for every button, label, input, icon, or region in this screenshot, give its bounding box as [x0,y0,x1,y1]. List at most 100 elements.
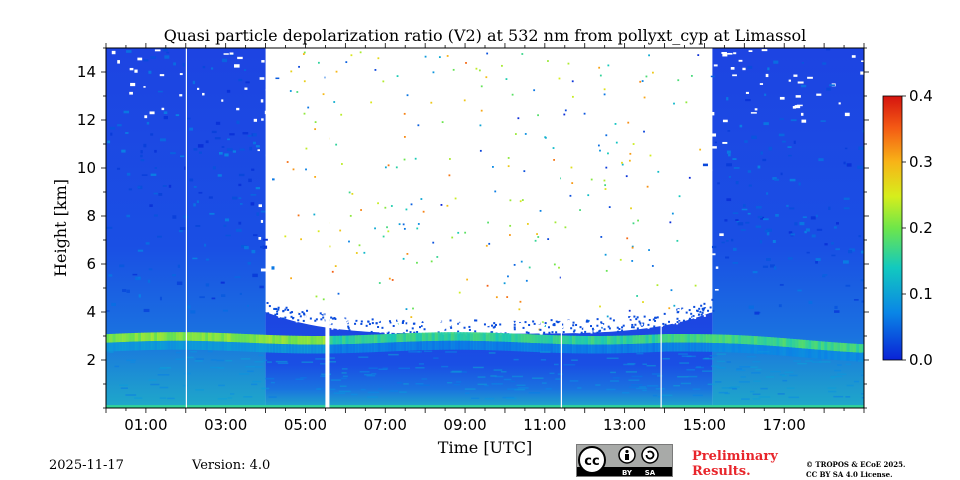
heatmap-speckle [290,70,293,73]
heatmap-layer-fringe-cell [437,340,443,350]
heatmap-edge-cell [459,324,462,327]
heatmap-layer-fringe-cell [562,344,567,354]
heatmap-speckle [417,124,420,127]
heatmap-speckle [603,88,606,91]
heatmap-noise-cell [799,221,805,226]
heatmap-edge-cell [596,324,599,327]
heatmap-layer-fringe-cell [721,343,727,353]
heatmap-layer-fringe-cell [262,343,267,353]
heatmap-edge-cell [555,327,558,330]
heatmap-speckle [492,166,494,168]
heatmap-layer-fringe-cell [284,344,289,354]
heatmap-layer-fringe-cell [571,344,577,354]
heatmap-edge-cell [585,320,588,323]
heatmap-layer-fringe-cell [316,344,321,354]
heatmap-layer-fringe-cell [463,340,468,350]
heatmap-noise-cell [834,310,840,313]
heatmap-edge-cell [622,324,625,327]
heatmap-lower-cell [175,358,185,360]
heatmap-noise-cell [726,97,729,101]
heatmap-noise-cell [236,120,240,124]
heatmap-layer-fringe-cell [674,342,679,352]
heatmap-noise-cell [747,212,751,215]
heatmap-edge-cell [299,315,302,318]
heatmap-speckle [488,242,491,245]
heatmap-layer-fringe-cell [466,340,471,350]
heatmap-noise-cell [259,77,265,80]
heatmap-noise-cell [762,158,767,162]
heatmap-aerosol-layer-cell [447,332,452,341]
heatmap-noise-cell [755,225,762,228]
heatmap-noise-cell [159,74,165,77]
heatmap-aerosol-layer-cell [728,334,733,344]
heatmap-noise-cell [199,296,205,299]
cc-icon [578,446,606,474]
heatmap-layer-fringe-cell [619,344,624,354]
heatmap-lower-cell [848,358,856,360]
heatmap-edge-cell [451,323,454,326]
heatmap-edge-cell [311,319,314,322]
heatmap-lower-cell [225,360,233,362]
heatmap-speckle [626,237,629,240]
heatmap-speckle [358,244,361,247]
heatmap-layer-fringe-cell [670,342,675,352]
heatmap-edge-cell [578,331,581,334]
heatmap-noise-cell [255,145,260,148]
heatmap-noise-cell [107,140,111,144]
heatmap-edge-cell [376,327,379,330]
heatmap-noise-cell [229,54,235,57]
heatmap-lower-cell [378,388,383,390]
heatmap-speckle [564,226,567,229]
heatmap-edge-cell [455,320,458,323]
heatmap-noise-cell [132,273,138,276]
heatmap-speckle [390,205,393,207]
heatmap-layer-fringe-cell [485,341,490,351]
missing-data-line [660,48,662,408]
heatmap-lower-cell [238,373,250,375]
heatmap-edge-cell [600,321,603,324]
heatmap-aerosol-layer-cell [613,335,618,345]
heatmap-layer-fringe-cell [185,340,190,350]
heatmap-layer-fringe-cell [208,341,213,351]
heatmap-lower-cell [243,396,253,398]
heatmap-layer-fringe-cell [766,345,771,355]
heatmap-noise-cell [221,294,226,298]
heatmap-layer-fringe-cell [259,343,264,353]
heatmap-noise-cell [215,121,221,125]
heatmap-aerosol-layer-cell [597,335,602,345]
heatmap-noise-cell [221,146,225,148]
heatmap-aerosol-layer-cell [281,335,286,345]
heatmap-aerosol-layer-cell [782,338,787,347]
heatmap-speckle [446,204,449,207]
heatmap-edge-cell [491,324,494,327]
heatmap-layer-fringe-cell [418,341,423,351]
heatmap-lower-cell [275,360,288,363]
heatmap-noise-cell [702,163,708,167]
heatmap-speckle [697,54,700,57]
heatmap-noise-cell [262,245,268,249]
heatmap-speckle [631,245,634,248]
heatmap-aerosol-layer-cell [524,334,529,343]
heatmap-noise-cell [732,212,739,214]
heatmap-edge-cell [700,304,703,307]
heatmap-aerosol-layer-cell [508,333,513,343]
heatmap-edge-cell [396,323,399,326]
heatmap-edge-cell [421,325,424,328]
heatmap-noise-cell [711,133,717,137]
heatmap-noise-cell [128,188,133,191]
heatmap-lower-cell [517,387,529,389]
heatmap-noise-cell [768,146,773,151]
heatmap-layer-fringe-cell [591,344,596,354]
heatmap-lower-cell [367,391,380,394]
heatmap-edge-cell [636,316,639,319]
heatmap-speckle [479,124,482,127]
heatmap-speckle [374,227,376,230]
heatmap-speckle [378,282,381,284]
heatmap-speckle [518,308,521,311]
heatmap-lower-cell [195,358,204,360]
heatmap-lower-cell [360,388,366,391]
heatmap-noise-cell [748,50,753,53]
heatmap-aerosol-layer-cell [256,334,261,344]
heatmap-noise-cell [714,141,717,144]
heatmap-lower-cell [114,365,120,368]
